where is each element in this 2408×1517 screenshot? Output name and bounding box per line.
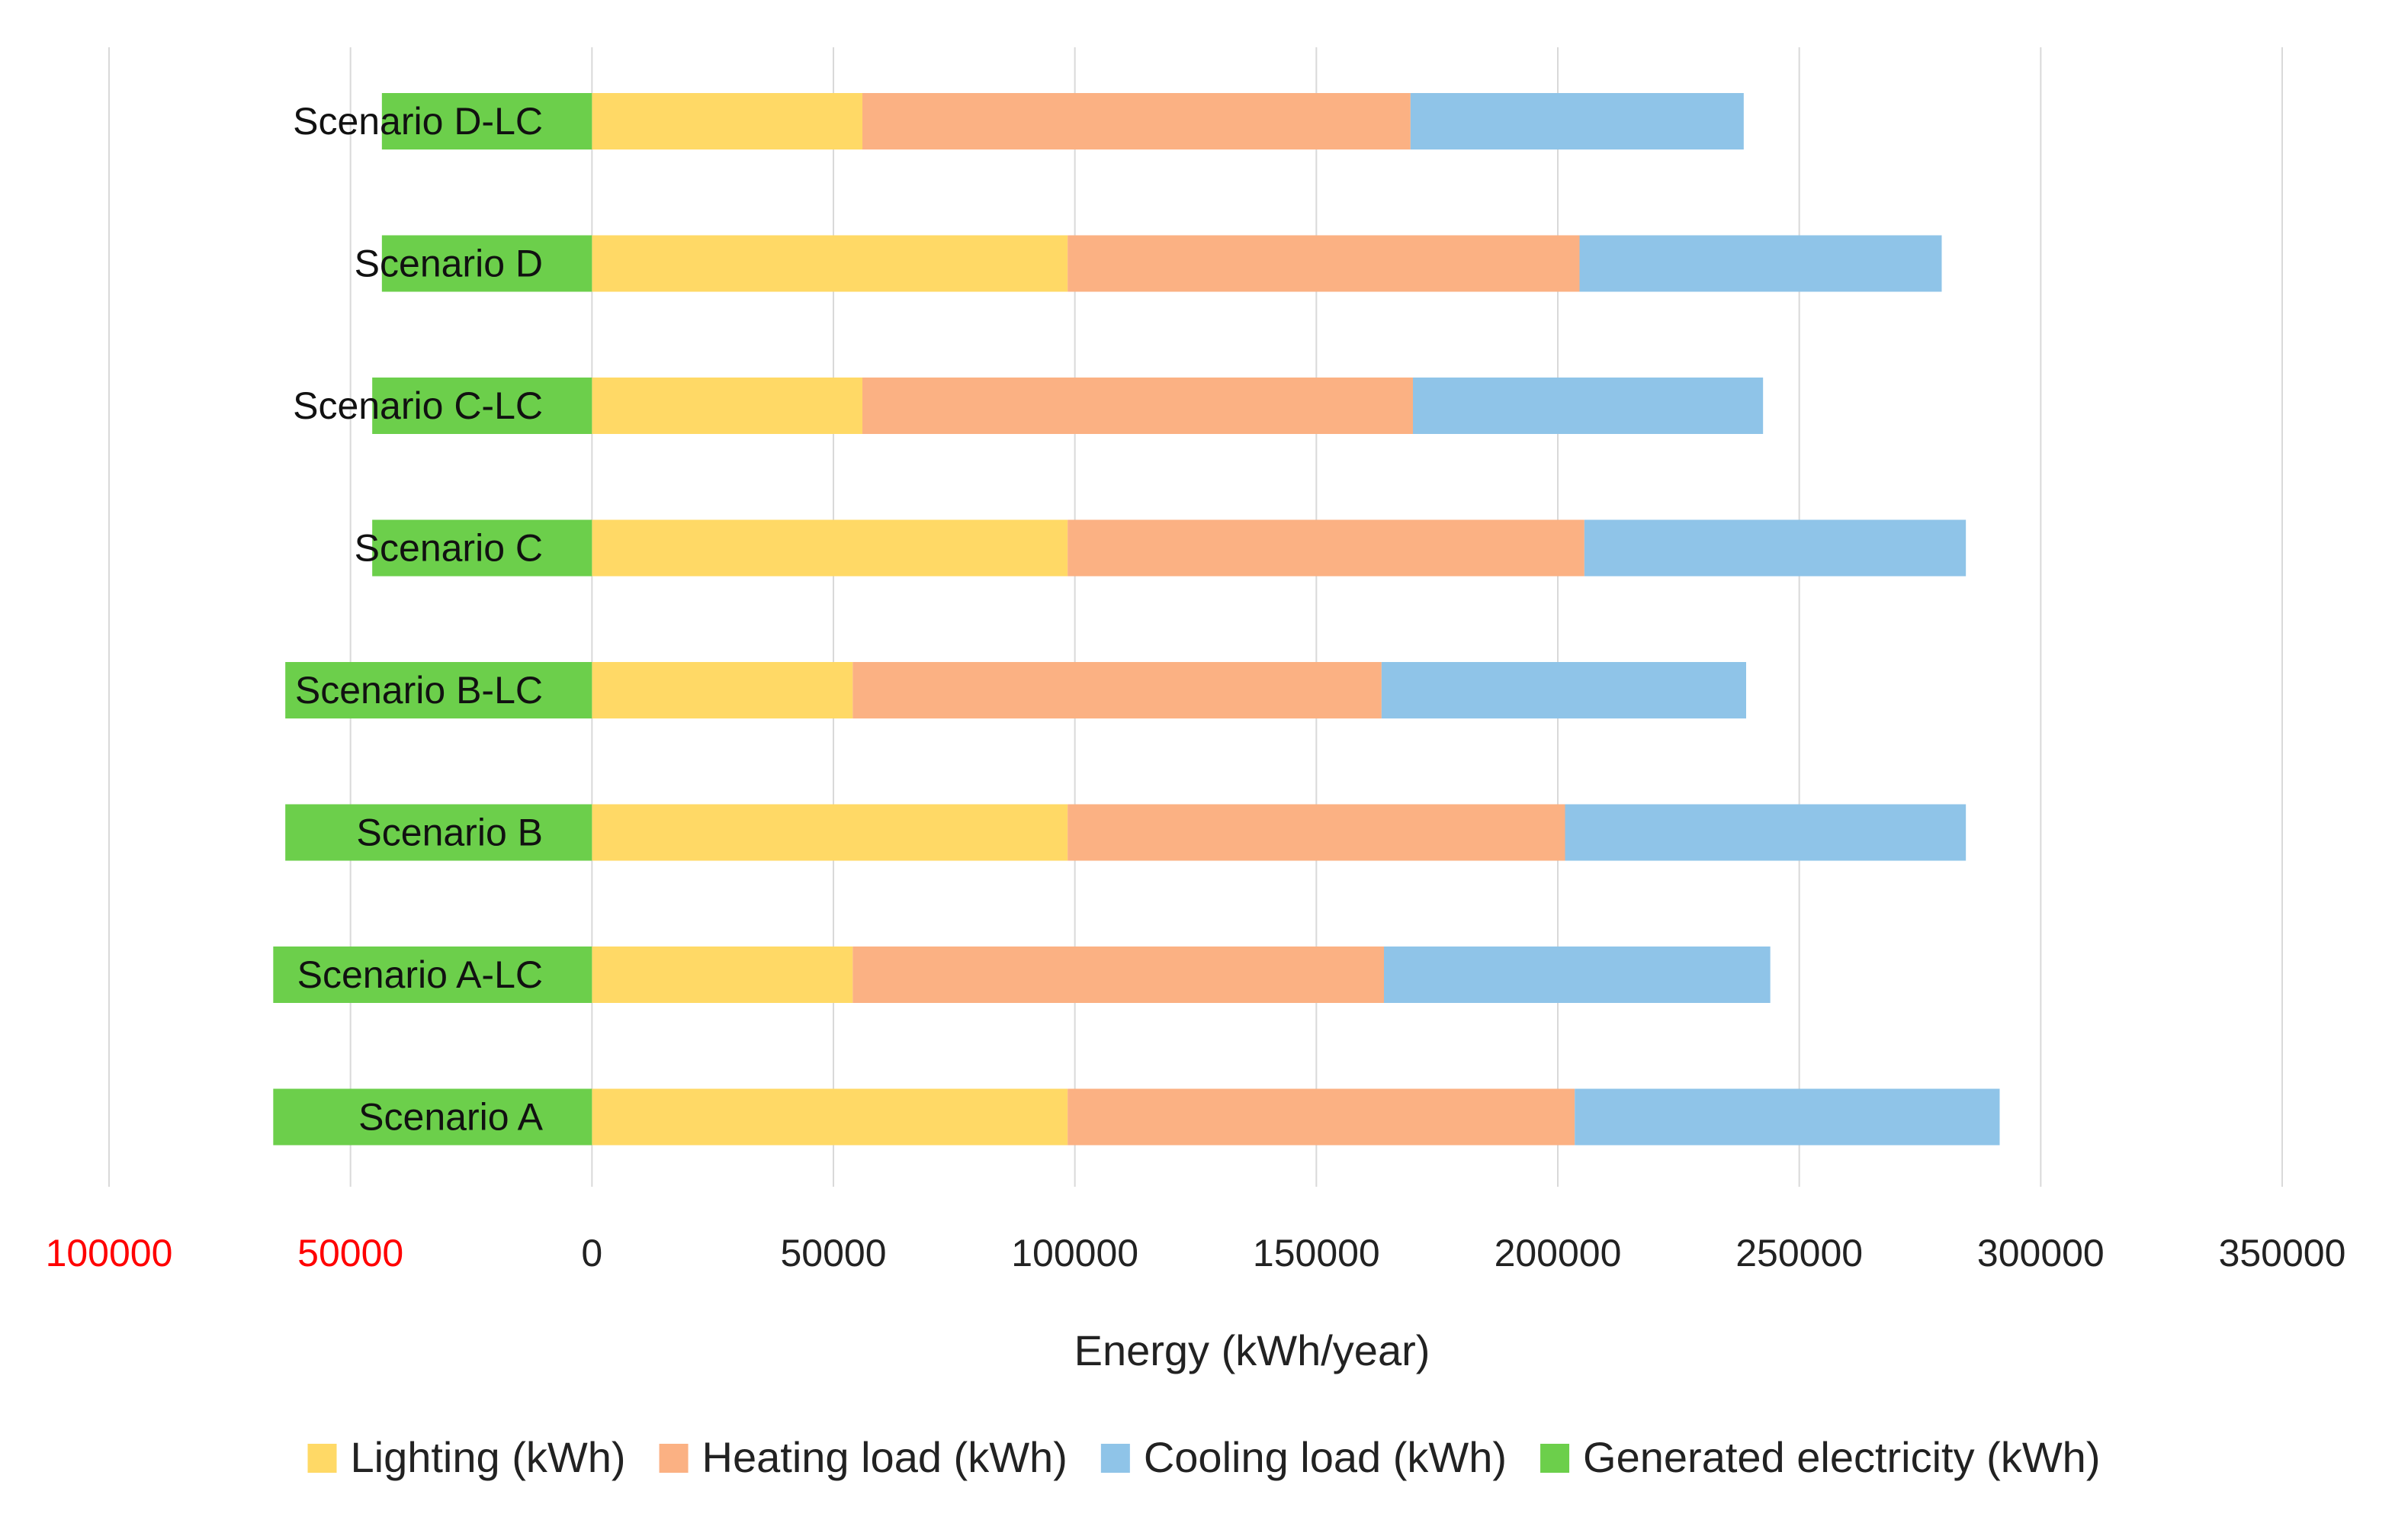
bar-scenario-b-lc-series-0 bbox=[592, 662, 853, 718]
bar-scenario-b-lc-series-2 bbox=[1381, 662, 1746, 718]
category-label-6: Scenario A-LC bbox=[297, 953, 543, 996]
legend-item-3: Generated electricity (kWh) bbox=[1540, 1433, 2100, 1481]
category-label-2: Scenario C-LC bbox=[293, 384, 543, 427]
bar-scenario-a-series-2 bbox=[1575, 1088, 2000, 1146]
legend-item-0: Lighting (kWh) bbox=[307, 1433, 626, 1481]
bar-scenario-a-lc-series-0 bbox=[592, 947, 853, 1003]
bar-scenario-d-lc-series-1 bbox=[862, 93, 1411, 149]
x-tick-label-6: 200000 bbox=[1495, 1232, 1622, 1274]
bar-scenario-b-series-3 bbox=[285, 804, 592, 861]
legend-label-2: Cooling load (kWh) bbox=[1144, 1433, 1507, 1481]
bar-scenario-d-lc-series-2 bbox=[1410, 93, 1744, 149]
legend: Lighting (kWh) Heating load (kWh) Cooling … bbox=[307, 1433, 2100, 1481]
x-tick-label-5: 150000 bbox=[1253, 1232, 1380, 1274]
category-label-1: Scenario D bbox=[355, 243, 543, 285]
x-tick-label-0: 100000 bbox=[46, 1232, 173, 1274]
x-tick-label-1: 50000 bbox=[297, 1232, 403, 1274]
bar-scenario-c-lc-series-1 bbox=[862, 378, 1413, 434]
bar-scenario-a-series-0 bbox=[592, 1088, 1068, 1146]
bar-scenario-c-lc-series-3 bbox=[372, 378, 592, 434]
bar-scenario-d-series-0 bbox=[592, 235, 1068, 292]
legend-label-1: Heating load (kWh) bbox=[702, 1433, 1068, 1481]
x-tick-label-4: 100000 bbox=[1011, 1232, 1138, 1274]
legend-label-0: Lighting (kWh) bbox=[351, 1433, 626, 1481]
bar-scenario-a-series-3 bbox=[273, 1088, 592, 1146]
bar-scenario-d-series-1 bbox=[1068, 235, 1580, 292]
bar-scenario-c-series-1 bbox=[1068, 519, 1584, 577]
legend-swatch-3 bbox=[1540, 1444, 1570, 1473]
bar-scenario-c-series-2 bbox=[1584, 519, 1967, 577]
bar-scenario-a-series-1 bbox=[1068, 1088, 1575, 1146]
bar-scenario-c-lc-series-0 bbox=[592, 378, 862, 434]
x-tick-labels: 100000 50000 0 50000 100000 150000 200000 25000… bbox=[46, 1232, 2346, 1274]
x-axis-title: Energy (kWh/year) bbox=[1074, 1326, 1430, 1374]
x-tick-label-3: 50000 bbox=[780, 1232, 886, 1274]
x-tick-label-8: 300000 bbox=[1977, 1232, 2105, 1274]
category-label-0: Scenario D-LC bbox=[293, 100, 543, 143]
bar-scenario-b-series-0 bbox=[592, 804, 1068, 861]
bar-scenario-b-lc-series-1 bbox=[852, 662, 1382, 718]
bar-scenario-d-lc-series-0 bbox=[592, 93, 862, 149]
category-label-5: Scenario B bbox=[356, 812, 543, 854]
category-label-7: Scenario A bbox=[358, 1096, 543, 1139]
bar-scenario-c-lc-series-2 bbox=[1413, 378, 1764, 434]
bar-scenario-b-series-2 bbox=[1565, 804, 1967, 861]
legend-label-3: Generated electricity (kWh) bbox=[1583, 1433, 2100, 1481]
legend-item-2: Cooling load (kWh) bbox=[1100, 1433, 1507, 1481]
legend-swatch-1 bbox=[659, 1444, 689, 1473]
bar-scenario-a-lc-series-3 bbox=[273, 947, 592, 1003]
x-tick-label-2: 0 bbox=[581, 1232, 602, 1274]
bar-scenario-d-series-3 bbox=[381, 235, 592, 292]
bar-scenario-c-series-0 bbox=[592, 519, 1068, 577]
bar-scenario-d-lc-series-3 bbox=[381, 93, 592, 149]
gridlines bbox=[108, 47, 2283, 1187]
bar-scenario-a-lc-series-2 bbox=[1384, 947, 1771, 1003]
category-label-3: Scenario C bbox=[355, 527, 543, 570]
legend-swatch-2 bbox=[1100, 1444, 1130, 1473]
bar-scenario-a-lc-series-1 bbox=[852, 947, 1384, 1003]
bar-scenario-c-series-3 bbox=[372, 519, 592, 577]
bar-scenario-b-lc-series-3 bbox=[285, 662, 592, 718]
x-tick-label-7: 250000 bbox=[1735, 1232, 1863, 1274]
legend-item-1: Heating load (kWh) bbox=[659, 1433, 1068, 1481]
bars bbox=[273, 93, 2000, 1146]
category-labels: Scenario D-LC Scenario D Scenario C-LC Scen… bbox=[293, 100, 544, 1139]
bar-scenario-d-series-2 bbox=[1579, 235, 1942, 292]
category-label-4: Scenario B-LC bbox=[295, 669, 543, 712]
x-tick-label-9: 350000 bbox=[2219, 1232, 2346, 1274]
legend-swatch-0 bbox=[307, 1444, 337, 1473]
bar-scenario-b-series-1 bbox=[1068, 804, 1565, 861]
